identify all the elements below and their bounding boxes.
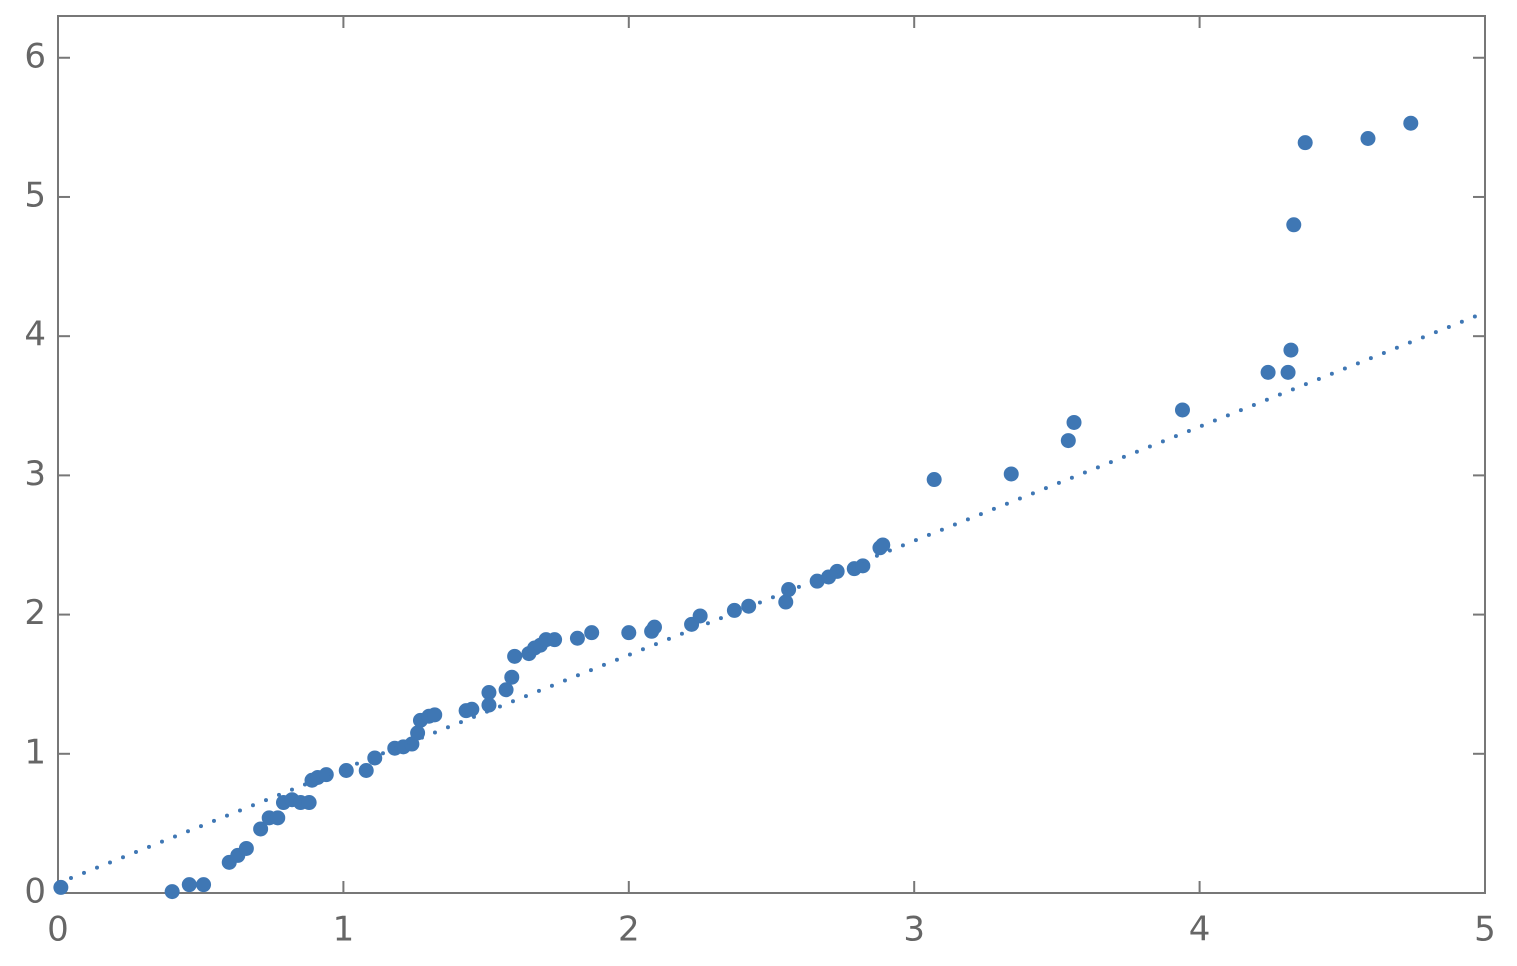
point <box>1403 115 1419 131</box>
point <box>781 582 797 598</box>
plot-frame <box>57 15 1486 894</box>
point <box>270 810 286 826</box>
point <box>692 608 708 624</box>
point <box>358 762 374 778</box>
point <box>481 697 497 713</box>
point <box>404 736 420 752</box>
x-tick-label: 4 <box>1189 910 1211 950</box>
point <box>1260 364 1276 380</box>
point <box>547 632 563 648</box>
point <box>53 879 69 895</box>
point <box>1297 135 1313 151</box>
point <box>318 767 334 783</box>
point <box>1283 342 1299 358</box>
y-tick-label: 5 <box>24 175 46 215</box>
point <box>809 573 825 589</box>
point <box>926 472 942 488</box>
point <box>427 707 443 723</box>
y-tick-label: 3 <box>24 454 46 494</box>
point <box>481 685 497 701</box>
y-tick-label: 0 <box>24 872 46 912</box>
x-tick-label: 3 <box>903 910 925 950</box>
point <box>1360 131 1376 147</box>
point <box>875 537 891 553</box>
point <box>1060 433 1076 449</box>
point <box>1280 364 1296 380</box>
reference-line <box>56 310 1487 886</box>
point <box>507 648 523 664</box>
x-tick-label: 1 <box>333 910 355 950</box>
point <box>504 669 520 685</box>
point <box>196 877 212 893</box>
point <box>464 701 480 717</box>
point <box>726 602 742 618</box>
point <box>1174 402 1190 418</box>
point <box>1066 414 1082 430</box>
y-tick-label: 2 <box>24 593 46 633</box>
point <box>367 750 383 766</box>
point <box>855 558 871 574</box>
point <box>646 619 662 635</box>
point <box>253 821 269 837</box>
point <box>584 625 600 641</box>
point <box>778 594 794 610</box>
point <box>498 682 514 698</box>
y-tick-label: 6 <box>24 36 46 76</box>
point <box>164 884 180 900</box>
point <box>301 795 317 811</box>
point <box>238 840 254 856</box>
y-tick-label: 1 <box>24 732 46 772</box>
point <box>621 625 637 641</box>
x-tick-label: 2 <box>618 910 640 950</box>
point <box>181 877 197 893</box>
point <box>569 630 585 646</box>
x-tick-label: 0 <box>47 910 69 950</box>
x-tick-label: 5 <box>1474 910 1496 950</box>
point <box>1286 217 1302 233</box>
y-tick-label: 4 <box>24 315 46 355</box>
point <box>338 762 354 778</box>
point <box>1003 466 1019 482</box>
point <box>741 598 757 614</box>
